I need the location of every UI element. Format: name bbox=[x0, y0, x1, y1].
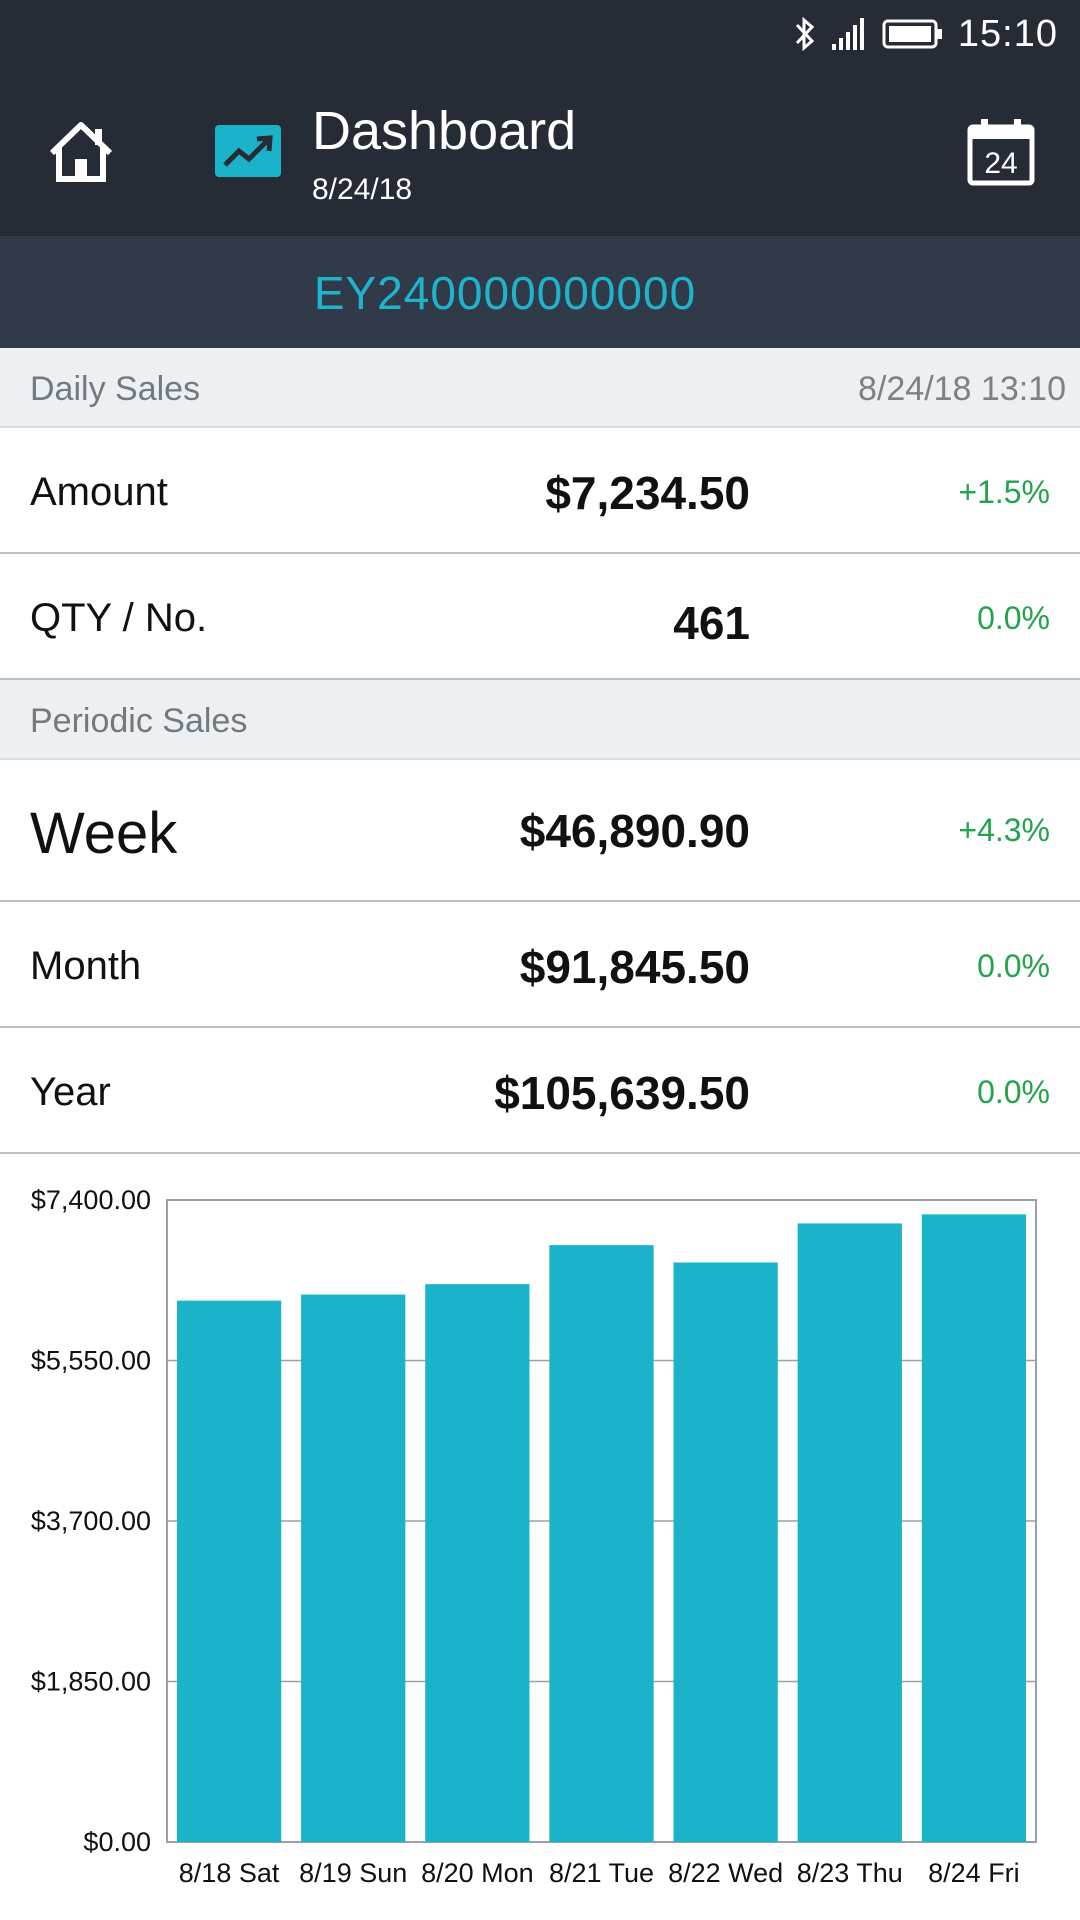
row-label: QTY / No. bbox=[30, 596, 208, 640]
daily-sales-header: Daily Sales 8/24/18 13:10 bbox=[0, 348, 1080, 428]
chart-bar bbox=[549, 1245, 654, 1842]
home-icon bbox=[49, 122, 113, 182]
calendar-icon: 24 bbox=[967, 119, 1035, 186]
daily-sales-timestamp: 8/24/18 13:10 bbox=[858, 370, 1066, 408]
x-tick-label: 8/20 Mon bbox=[421, 1858, 534, 1888]
row-label: Week bbox=[30, 801, 178, 866]
row-change: +1.5% bbox=[958, 474, 1050, 510]
x-tick-label: 8/21 Tue bbox=[549, 1858, 654, 1888]
daily-sales-chart: $0.00 $1,850.00 $3,700.00 $5,550.00 $7,400.0… bbox=[0, 1154, 1080, 1920]
chart-bar bbox=[921, 1214, 1027, 1842]
row-value: 461 bbox=[673, 597, 750, 649]
signal-icon bbox=[831, 18, 864, 50]
y-tick-label: $5,550.00 bbox=[31, 1346, 151, 1376]
x-tick-label: 8/18 Sat bbox=[179, 1858, 280, 1888]
y-tick-label: $1,850.00 bbox=[31, 1667, 151, 1697]
y-tick-label: $0.00 bbox=[83, 1827, 151, 1857]
periodic-sales-title: Periodic Sales bbox=[30, 702, 248, 740]
periodic-row-week: Week $46,890.90 +4.3% bbox=[0, 760, 1080, 902]
periodic-row-year: Year $105,639.50 0.0% bbox=[0, 1028, 1080, 1154]
calendar-day: 24 bbox=[984, 147, 1017, 180]
chart-bar bbox=[797, 1223, 902, 1842]
x-tick-label: 8/23 Thu bbox=[797, 1858, 903, 1888]
app-bar: Dashboard 8/24/18 24 bbox=[0, 68, 1080, 236]
row-value: $7,234.50 bbox=[545, 467, 750, 519]
y-tick-label: $7,400.00 bbox=[31, 1185, 151, 1215]
row-label: Year bbox=[30, 1070, 111, 1114]
status-time: 15:10 bbox=[957, 12, 1058, 55]
x-tick-label: 8/22 Wed bbox=[668, 1858, 783, 1888]
row-change: 0.0% bbox=[977, 948, 1050, 984]
bar-chart: $0.00 $1,850.00 $3,700.00 $5,550.00 $7,400.0… bbox=[31, 1185, 1037, 1888]
page-title: Dashboard bbox=[312, 101, 577, 161]
row-value: $91,845.50 bbox=[519, 941, 750, 993]
daily-sales-title: Daily Sales bbox=[30, 370, 201, 408]
trend-icon bbox=[215, 125, 281, 177]
chart-bar bbox=[176, 1300, 282, 1842]
status-bar: 15:10 bbox=[0, 0, 1080, 68]
row-label: Amount bbox=[30, 470, 168, 514]
page-date: 8/24/18 bbox=[312, 173, 413, 206]
store-id[interactable]: EY240000000000 bbox=[313, 267, 697, 319]
row-label: Month bbox=[30, 944, 142, 988]
daily-row-qty: QTY / No. 461 0.0% bbox=[0, 554, 1080, 680]
periodic-sales-header: Periodic Sales bbox=[0, 680, 1080, 760]
status-icons: 15:10 bbox=[794, 0, 1058, 68]
calendar-button[interactable]: 24 bbox=[960, 112, 1042, 192]
row-change: 0.0% bbox=[977, 600, 1050, 636]
row-value: $46,890.90 bbox=[519, 805, 750, 857]
battery-icon bbox=[882, 19, 942, 49]
row-change: +4.3% bbox=[958, 812, 1050, 848]
home-button[interactable] bbox=[38, 112, 124, 192]
periodic-row-month: Month $91,845.50 0.0% bbox=[0, 902, 1080, 1028]
store-bar: EY240000000000 bbox=[0, 236, 1080, 348]
x-tick-label: 8/24 Fri bbox=[928, 1858, 1020, 1888]
row-value: $105,639.50 bbox=[494, 1067, 750, 1119]
chart-bar bbox=[673, 1262, 778, 1842]
chart-bar bbox=[301, 1294, 406, 1842]
x-tick-label: 8/19 Sun bbox=[299, 1858, 407, 1888]
bluetooth-icon bbox=[795, 16, 815, 52]
row-change: 0.0% bbox=[977, 1074, 1050, 1110]
y-tick-label: $3,700.00 bbox=[31, 1506, 151, 1536]
chart-bar bbox=[425, 1284, 530, 1842]
daily-row-amount: Amount $7,234.50 +1.5% bbox=[0, 428, 1080, 554]
